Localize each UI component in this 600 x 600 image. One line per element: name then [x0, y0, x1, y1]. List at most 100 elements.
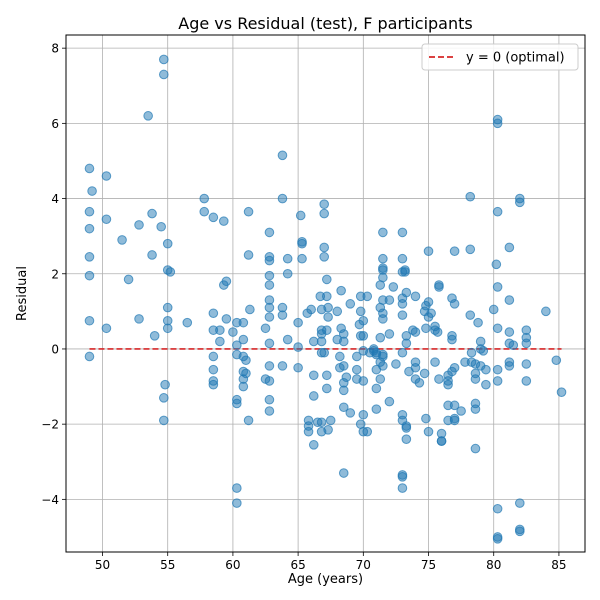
x-tick-label: 65 [290, 558, 305, 572]
data-point [84, 223, 95, 234]
data-point [208, 379, 219, 390]
data-point [319, 242, 329, 253]
data-point [199, 206, 210, 217]
data-point [473, 317, 483, 328]
data-point [322, 383, 332, 394]
legend: y = 0 (optimal) [421, 43, 579, 71]
data-point [159, 393, 169, 403]
x-tick-label: 60 [225, 558, 240, 572]
data-point [277, 361, 288, 371]
y-axis: −4 −2 0 2 4 6 8 [41, 42, 66, 507]
data-point [358, 315, 369, 326]
data-point [123, 274, 134, 285]
data-point [384, 329, 395, 339]
data-point [241, 368, 251, 379]
data-point [243, 415, 254, 426]
data-point [238, 317, 249, 328]
data-point [147, 208, 157, 219]
data-point [514, 197, 525, 208]
data-point [84, 351, 95, 362]
x-tick-label: 50 [95, 558, 110, 572]
data-point [492, 118, 503, 129]
data-points [84, 54, 567, 544]
data-point [371, 404, 382, 414]
data-point [215, 336, 225, 347]
y-tick-label: 6 [51, 117, 59, 131]
data-point [401, 287, 412, 298]
data-point [449, 413, 460, 424]
data-point [335, 351, 345, 362]
data-point [449, 246, 460, 256]
data-point [264, 406, 275, 416]
data-point [456, 406, 466, 416]
data-point [264, 270, 275, 281]
data-point [470, 374, 481, 384]
data-point [243, 206, 254, 217]
data-point [260, 323, 271, 334]
data-point [134, 220, 144, 230]
data-point [218, 216, 229, 226]
data-point [156, 221, 166, 232]
data-point [378, 361, 388, 371]
data-point [541, 306, 551, 317]
data-point [101, 171, 112, 181]
data-point [351, 364, 362, 375]
data-point [221, 276, 232, 287]
data-point [293, 317, 303, 328]
data-point [297, 253, 307, 264]
data-point [84, 315, 95, 326]
data-point [264, 376, 275, 386]
legend-label: y = 0 (optimal) [466, 51, 565, 66]
data-point [208, 308, 219, 319]
data-point [232, 498, 242, 508]
data-point [401, 423, 412, 433]
chart-title: Age vs Residual (test), F participants [178, 14, 472, 33]
y-tick-label: 8 [51, 42, 59, 56]
data-point [423, 297, 434, 307]
data-point [322, 274, 332, 285]
data-point [101, 323, 112, 334]
data-point [297, 238, 307, 249]
data-point [277, 150, 288, 161]
data-point [430, 357, 440, 367]
data-point [384, 295, 395, 305]
data-point [159, 69, 169, 80]
data-point [470, 404, 481, 414]
data-point [419, 368, 430, 379]
data-point [241, 355, 251, 366]
data-point [375, 332, 386, 343]
data-point [325, 415, 336, 426]
data-point [465, 244, 476, 255]
data-point [319, 208, 329, 219]
data-point [208, 212, 219, 223]
data-point [434, 280, 444, 290]
y-tick-label: 0 [51, 342, 59, 356]
data-point [228, 327, 238, 337]
data-point [397, 253, 408, 264]
data-point [308, 336, 319, 347]
data-point [362, 426, 373, 437]
data-point [504, 295, 515, 305]
data-point [84, 206, 95, 217]
data-point [371, 383, 382, 394]
data-point [401, 338, 412, 349]
data-point [182, 317, 193, 328]
plot-frame [65, 34, 586, 553]
y-axis-label: Residual [15, 266, 30, 321]
data-point [160, 379, 170, 390]
data-point [338, 361, 349, 371]
data-point [232, 483, 242, 493]
data-point [338, 336, 349, 347]
data-point [465, 191, 476, 202]
data-point [492, 364, 503, 375]
data-point [319, 347, 329, 358]
data-point [243, 250, 254, 260]
y-tick-label: 4 [51, 192, 59, 206]
data-point [143, 111, 153, 121]
data-point [159, 415, 169, 426]
data-point [332, 306, 343, 317]
data-point [351, 351, 362, 362]
data-point [322, 370, 332, 381]
data-point [492, 206, 503, 217]
data-point [508, 340, 519, 351]
